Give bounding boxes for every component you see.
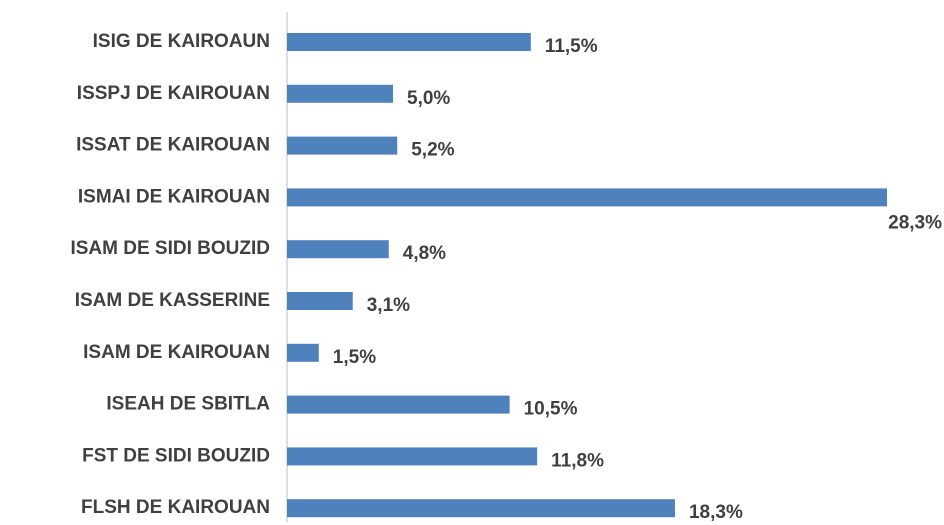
category-label: ISAM DE SIDI BOUZID — [70, 238, 270, 259]
bar — [287, 343, 319, 362]
category-label: ISIG DE KAIROAUN — [93, 31, 270, 52]
bar — [287, 136, 398, 155]
bar — [287, 292, 353, 310]
category-label: ISSPJ DE KAIROUAN — [77, 83, 270, 104]
bar — [287, 84, 394, 103]
category-label: ISEAH DE SBITLA — [106, 394, 270, 415]
category-label: FLSH DE KAIROUAN — [81, 497, 270, 518]
value-label: 28,3% — [888, 212, 942, 233]
bar — [287, 395, 510, 414]
value-label: 11,5% — [545, 36, 598, 57]
bar — [287, 240, 389, 259]
value-label: 11,8% — [551, 450, 604, 471]
bar — [287, 33, 531, 51]
value-label: 5,2% — [411, 140, 454, 161]
category-label: FST DE SIDI BOUZID — [82, 445, 270, 466]
value-label: 5,0% — [407, 88, 450, 109]
category-label: ISAM DE KAIROUAN — [83, 342, 270, 363]
bar — [287, 499, 675, 518]
bar — [287, 447, 538, 466]
bar — [287, 188, 887, 207]
value-label: 18,3% — [689, 502, 743, 523]
value-label: 3,1% — [367, 295, 410, 316]
value-label: 10,5% — [524, 399, 578, 420]
category-label: ISAM DE KASSERINE — [75, 290, 270, 311]
value-label: 4,8% — [403, 243, 446, 264]
category-label: ISSAT DE KAIROUAN — [76, 135, 270, 156]
value-label: 1,5% — [333, 347, 376, 368]
category-label: ISMAI DE KAIROUAN — [78, 186, 270, 207]
